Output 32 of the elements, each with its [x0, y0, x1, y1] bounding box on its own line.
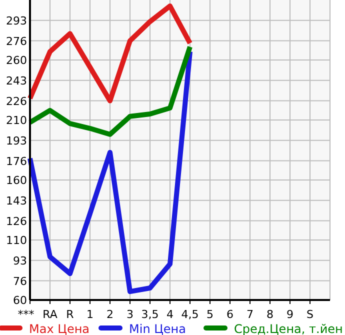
y-tick-label: 276 — [6, 34, 27, 48]
x-tick-label: 9 — [286, 308, 294, 321]
y-tick-label: 160 — [6, 174, 27, 187]
y-tick-label: 143 — [6, 194, 27, 208]
y-tick-label: 176 — [6, 154, 27, 168]
y-tick-label: 260 — [6, 54, 27, 67]
x-tick-label: 2 — [106, 308, 114, 321]
x-tick-label: 1 — [86, 308, 94, 321]
y-tick-label: 193 — [6, 134, 27, 148]
x-tick-label: 8 — [266, 308, 274, 321]
y-tick-label: 126 — [6, 214, 27, 228]
x-tick-label: S — [306, 308, 314, 321]
x-tick-label: 3 — [126, 308, 134, 321]
y-tick-label: 110 — [6, 234, 27, 247]
y-tick-label: 93 — [13, 254, 27, 268]
x-tick-label: 4 — [166, 308, 174, 321]
x-tick-label: 3,5 — [141, 308, 159, 321]
y-tick-label: 226 — [6, 94, 27, 108]
y-tick-label: 210 — [6, 114, 27, 127]
y-tick-label: 293 — [6, 14, 27, 28]
y-tick-label: 243 — [6, 74, 27, 88]
x-tick-label: R — [66, 308, 74, 321]
y-tick-label: 76 — [13, 274, 27, 288]
x-tick-label: 5 — [206, 308, 214, 321]
x-tick-label: *** — [18, 308, 35, 321]
x-tick-label: 7 — [246, 308, 254, 321]
legend-label: Max Цена — [29, 322, 90, 335]
y-tick-label: 60 — [13, 294, 27, 307]
legend-label: Min Цена — [129, 322, 186, 335]
x-tick-label: RA — [42, 308, 58, 321]
x-tick-label: 6 — [226, 308, 234, 321]
x-tick-label: 4,5 — [181, 308, 199, 321]
